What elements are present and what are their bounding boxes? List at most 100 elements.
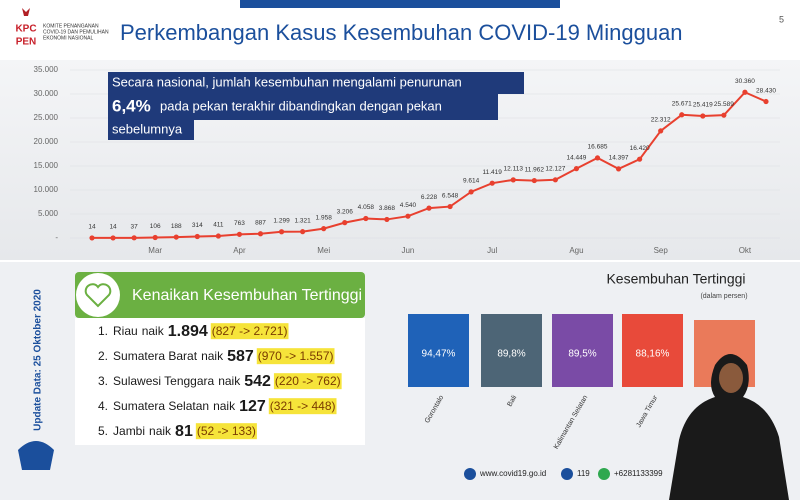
point [679, 112, 685, 118]
annotation-text: Secara nasional, jumlah kesembuhan menga… [112, 74, 462, 89]
point [215, 233, 221, 239]
list-verb: naik [201, 349, 224, 363]
logo-text: PEN [16, 37, 37, 48]
tile [622, 314, 683, 387]
point [531, 177, 537, 184]
point [405, 213, 411, 219]
y-tick-label: 30.000 [34, 89, 59, 98]
value-label: 14.397 [609, 155, 629, 162]
footer-text: www.covid19.go.id [479, 469, 546, 478]
value-label: 411 [213, 222, 224, 229]
x-tick-label: Jul [487, 246, 497, 255]
tiles-title: Kesembuhan Tertinggi [606, 271, 745, 287]
y-tick-label: 10.000 [34, 185, 59, 194]
y-tick-label: 35.000 [34, 65, 59, 74]
annotation-box [108, 94, 498, 120]
value-label: 14 [109, 224, 117, 231]
highlight [210, 323, 289, 340]
value-label: 22.312 [651, 117, 671, 124]
annotation-highlight: 6,4% [112, 96, 151, 115]
annotation-box [108, 72, 524, 94]
interpreter-face [719, 363, 743, 393]
x-tick-label: Mar [148, 246, 162, 255]
point [173, 234, 179, 240]
point [552, 177, 558, 183]
value-label: 16.685 [588, 144, 608, 151]
point [89, 235, 95, 241]
list-increase: 81 [175, 423, 193, 440]
tile-percent: 88,16% [636, 349, 670, 360]
heart-icon [84, 283, 112, 308]
value-label: 16.420 [630, 145, 650, 152]
tile-percent: 89,5% [568, 349, 596, 360]
title: Perkembangan Kasus Kesembuhan COVID-19 M… [120, 20, 683, 45]
list-rank: 3. [98, 374, 108, 388]
line-chart: - 5.000 10.000 15.000 20.000 25.000 30.000 35.0… [34, 65, 780, 255]
value-label: 9.614 [463, 178, 480, 185]
y-tick-label: 15.000 [34, 161, 59, 170]
list-region: Sumatera Barat [113, 349, 198, 363]
x-tick-label: Okt [739, 246, 752, 255]
value-label: 314 [192, 222, 203, 229]
list-rank: 5. [98, 424, 108, 438]
list-region: Sulawesi Tenggara [113, 374, 215, 388]
point [658, 128, 664, 134]
y-tick-label: 20.000 [34, 137, 59, 146]
point [594, 155, 601, 161]
point [615, 166, 622, 172]
tile-percent: 89,8% [497, 349, 525, 360]
tile [552, 314, 613, 387]
point [131, 235, 137, 241]
point [300, 229, 306, 235]
value-label: 763 [234, 220, 245, 227]
agency-logo [18, 441, 54, 470]
point [194, 233, 200, 240]
value-label: 25.419 [693, 102, 713, 109]
list-increase: 542 [244, 373, 271, 390]
value-label: 1.321 [294, 217, 311, 224]
x-tick-label: Sep [654, 246, 669, 255]
x-tick-label: Agu [569, 246, 583, 255]
list-range: (52 -> 133) [197, 424, 256, 438]
phone-icon [561, 468, 573, 480]
list-item: 1. Riau naik 1.894 (827 -> 2.721) [98, 323, 287, 340]
point [363, 215, 369, 222]
point [384, 216, 390, 223]
web-icon [464, 468, 476, 480]
interpreter [669, 354, 789, 500]
point [700, 113, 706, 119]
list-region: Sumatera Selatan [113, 399, 209, 413]
point [321, 226, 327, 232]
value-label: 887 [255, 219, 266, 226]
point [342, 220, 348, 226]
list-increase: 1.894 [168, 323, 208, 340]
value-label: 4.540 [400, 202, 417, 209]
footer-text: +6281133399 [614, 469, 663, 478]
annotation-text: sebelumnya [112, 121, 183, 136]
value-label: 106 [150, 223, 161, 230]
y-tick-label: 5.000 [38, 209, 59, 218]
emblem [22, 8, 30, 16]
value-label: 14.449 [566, 154, 586, 161]
tile [408, 314, 469, 387]
tile [481, 314, 542, 387]
list-range: (321 -> 448) [270, 399, 336, 413]
point [510, 177, 516, 183]
list-region: Riau [113, 324, 138, 338]
list-title: Kenaikan Kesembuhan Tertinggi [132, 287, 362, 304]
list-verb: naik [142, 324, 165, 338]
point [278, 229, 285, 235]
annotation-text: pada pekan terakhir dibandingkan dengan … [160, 98, 442, 113]
point [236, 231, 243, 237]
org-name: EKONOMI NASIONAL [43, 35, 94, 41]
list-range: (827 -> 2.721) [212, 324, 288, 338]
point [763, 98, 769, 105]
list-rank: 4. [98, 399, 108, 413]
value-label: 12.127 [545, 166, 565, 173]
annotation-box [108, 120, 194, 140]
list-item: 5. Jambi naik 81 (52 -> 133) [98, 423, 256, 440]
page-number: 5 [779, 14, 784, 24]
value-label: 188 [171, 223, 182, 230]
value-label: 28.430 [756, 87, 776, 94]
value-label: 14 [88, 224, 96, 231]
